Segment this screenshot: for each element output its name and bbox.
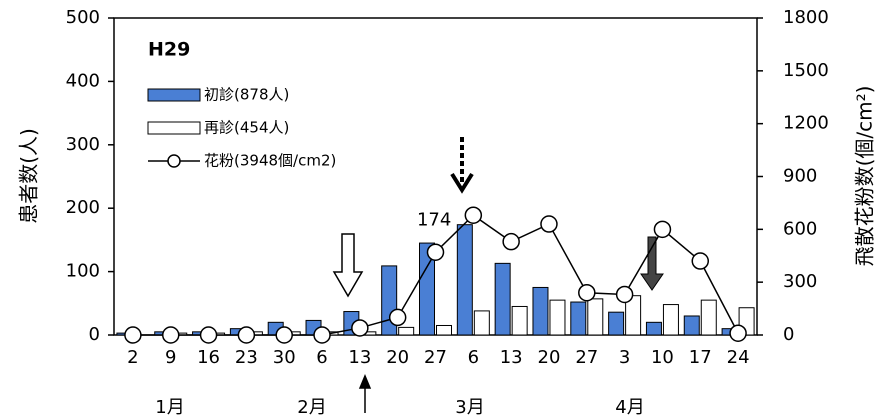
x-tick-label: 17 [689, 347, 712, 368]
y-axis-title: 患者数(人) [17, 128, 41, 224]
bar [456, 224, 473, 336]
legend-swatch [167, 154, 181, 168]
y-tick-label: 300 [66, 134, 100, 155]
legend-label: 初診(878人) [204, 86, 289, 104]
y2-axis-title: 飛散花粉数(個/cm²) [853, 86, 877, 267]
arrow-dark [640, 236, 664, 291]
x-tick-label: 30 [273, 347, 296, 368]
plot-frame [113, 17, 758, 336]
bar [436, 324, 452, 336]
x-tick-label: 6 [316, 347, 327, 368]
bar [532, 286, 549, 336]
bar [608, 311, 625, 336]
x-tick-label: 20 [386, 347, 409, 368]
bar [549, 299, 566, 336]
x-tick-label: 9 [165, 347, 176, 368]
marker [237, 326, 256, 344]
x-tick-label: 13 [500, 347, 523, 368]
marker [124, 326, 142, 344]
y2-tick-label: 900 [783, 166, 817, 187]
legend-label: 花粉(3948個/cm2) [204, 152, 336, 170]
y2-tick-label: 1500 [783, 60, 829, 81]
y-tick-label: 500 [66, 7, 100, 28]
marker [615, 285, 634, 304]
x-tick-label: 16 [197, 347, 220, 368]
y-tick-label: 400 [66, 70, 100, 91]
y-tick-label: 0 [89, 324, 100, 345]
x-tick-label: 27 [575, 347, 598, 368]
marker [464, 206, 483, 224]
arrow-up [358, 374, 372, 413]
bar [683, 315, 700, 336]
bar [398, 326, 415, 336]
y2-tick-label: 1200 [783, 113, 829, 134]
x-tick-label: 20 [538, 347, 561, 368]
x-tick-label: 23 [235, 347, 258, 368]
y2-tick-label: 0 [783, 324, 794, 345]
annotation: 174 [417, 210, 451, 231]
marker [691, 252, 710, 270]
bar [511, 305, 528, 336]
marker [729, 324, 747, 342]
y2-tick-label: 1800 [783, 7, 829, 28]
marker [426, 243, 445, 261]
x-tick-label: 27 [424, 347, 447, 368]
arrow-hollow [332, 233, 364, 298]
bar [662, 304, 679, 336]
bar [700, 299, 717, 336]
legend-swatch [147, 121, 201, 135]
marker [351, 319, 369, 337]
y2-tick-label: 300 [783, 271, 817, 292]
month-label: 3月 [455, 397, 484, 418]
marker [540, 215, 558, 233]
bar [645, 321, 662, 336]
marker [199, 326, 218, 344]
bar [587, 298, 604, 336]
marker [388, 308, 407, 327]
arrow-dotted [450, 137, 474, 194]
x-tick-label: 13 [348, 347, 371, 368]
month-label: 4月 [615, 397, 644, 418]
x-tick-label: 24 [727, 347, 750, 368]
x-tick-label: 2 [127, 347, 138, 368]
y-tick-label: 200 [66, 197, 100, 218]
marker [161, 326, 180, 344]
marker [502, 232, 520, 251]
marker [313, 326, 331, 344]
marker [275, 326, 293, 344]
x-tick-label: 6 [468, 347, 479, 368]
legend-label: 再診(454人) [204, 119, 289, 137]
month-label: 1月 [155, 397, 184, 418]
marker [578, 283, 596, 302]
legend-title: H29 [148, 39, 190, 61]
legend-swatch [147, 88, 201, 102]
bar [570, 301, 587, 336]
x-tick-label: 10 [651, 347, 674, 368]
x-tick-label: 3 [619, 347, 630, 368]
y-tick-label: 100 [66, 261, 100, 282]
y2-tick-label: 600 [783, 218, 817, 239]
bar [419, 242, 435, 336]
bar [494, 262, 511, 336]
month-label: 2月 [297, 397, 326, 418]
bar [473, 310, 490, 336]
marker [653, 220, 672, 239]
